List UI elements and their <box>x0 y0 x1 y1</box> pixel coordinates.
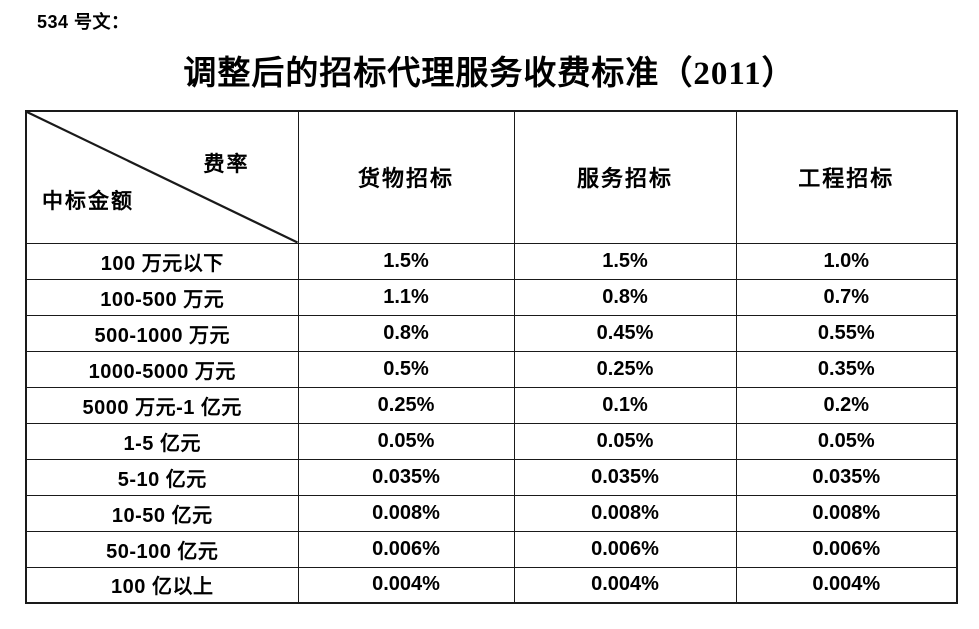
amount-range-cell: 5000 万元-1 亿元 <box>25 386 299 424</box>
header-row: 费率 中标金额 货物招标 服务招标 工程招标 <box>25 110 958 244</box>
corner-label-bid-amount: 中标金额 <box>42 188 134 213</box>
amount-range-cell: 100 万元以下 <box>25 242 299 280</box>
goods-rate-cell: 0.008% <box>297 494 515 532</box>
goods-rate-cell: 0.5% <box>297 350 515 388</box>
column-header-goods-bidding: 货物招标 <box>297 110 515 244</box>
table-row: 5-10 亿元 0.035% 0.035% 0.035% <box>25 458 958 496</box>
engineering-rate-cell: 1.0% <box>735 242 958 280</box>
service-rate-cell: 0.05% <box>513 422 737 460</box>
engineering-rate-cell: 0.2% <box>735 386 958 424</box>
amount-range-cell: 10-50 亿元 <box>25 494 299 532</box>
table-row: 50-100 亿元 0.006% 0.006% 0.006% <box>25 530 958 568</box>
table-row: 100 亿以上 0.004% 0.004% 0.004% <box>25 566 958 604</box>
amount-range-cell: 1000-5000 万元 <box>25 350 299 388</box>
engineering-rate-cell: 0.35% <box>735 350 958 388</box>
service-rate-cell: 1.5% <box>513 242 737 280</box>
table-row: 100 万元以下 1.5% 1.5% 1.0% <box>25 242 958 280</box>
goods-rate-cell: 0.8% <box>297 314 515 352</box>
amount-range-cell: 1-5 亿元 <box>25 422 299 460</box>
engineering-rate-cell: 0.05% <box>735 422 958 460</box>
table-row: 10-50 亿元 0.008% 0.008% 0.008% <box>25 494 958 532</box>
service-rate-cell: 0.25% <box>513 350 737 388</box>
amount-range-cell: 100-500 万元 <box>25 278 299 316</box>
goods-rate-cell: 0.25% <box>297 386 515 424</box>
service-rate-cell: 0.035% <box>513 458 737 496</box>
goods-rate-cell: 1.1% <box>297 278 515 316</box>
service-rate-cell: 0.45% <box>513 314 737 352</box>
service-rate-cell: 0.1% <box>513 386 737 424</box>
table-row: 5000 万元-1 亿元 0.25% 0.1% 0.2% <box>25 386 958 424</box>
engineering-rate-cell: 0.035% <box>735 458 958 496</box>
table-row: 1000-5000 万元 0.5% 0.25% 0.35% <box>25 350 958 388</box>
goods-rate-cell: 0.035% <box>297 458 515 496</box>
table-row: 500-1000 万元 0.8% 0.45% 0.55% <box>25 314 958 352</box>
goods-rate-cell: 0.006% <box>297 530 515 568</box>
corner-header-cell: 费率 中标金额 <box>25 110 299 244</box>
engineering-rate-cell: 0.55% <box>735 314 958 352</box>
column-header-service-bidding: 服务招标 <box>513 110 737 244</box>
goods-rate-cell: 0.05% <box>297 422 515 460</box>
amount-range-cell: 5-10 亿元 <box>25 458 299 496</box>
table-row: 100-500 万元 1.1% 0.8% 0.7% <box>25 278 958 316</box>
service-rate-cell: 0.004% <box>513 566 737 604</box>
engineering-rate-cell: 0.004% <box>735 566 958 604</box>
doc-number-label: 534 号文： <box>37 12 130 32</box>
engineering-rate-cell: 0.008% <box>735 494 958 532</box>
goods-rate-cell: 0.004% <box>297 566 515 604</box>
page-title: 调整后的招标代理服务收费标准（2011） <box>183 56 796 92</box>
engineering-rate-cell: 0.006% <box>735 530 958 568</box>
service-rate-cell: 0.006% <box>513 530 737 568</box>
goods-rate-cell: 1.5% <box>297 242 515 280</box>
service-rate-cell: 0.8% <box>513 278 737 316</box>
amount-range-cell: 50-100 亿元 <box>25 530 299 568</box>
service-rate-cell: 0.008% <box>513 494 737 532</box>
fee-standard-table: 费率 中标金额 货物招标 服务招标 工程招标 100 万元以下 1.5% 1.5… <box>25 110 958 604</box>
diagonal-divider-line <box>28 113 297 242</box>
column-header-engineering-bidding: 工程招标 <box>735 110 958 244</box>
amount-range-cell: 100 亿以上 <box>25 566 299 604</box>
engineering-rate-cell: 0.7% <box>735 278 958 316</box>
amount-range-cell: 500-1000 万元 <box>25 314 299 352</box>
corner-label-fee-rate: 费率 <box>203 152 250 176</box>
table-row: 1-5 亿元 0.05% 0.05% 0.05% <box>25 422 958 460</box>
